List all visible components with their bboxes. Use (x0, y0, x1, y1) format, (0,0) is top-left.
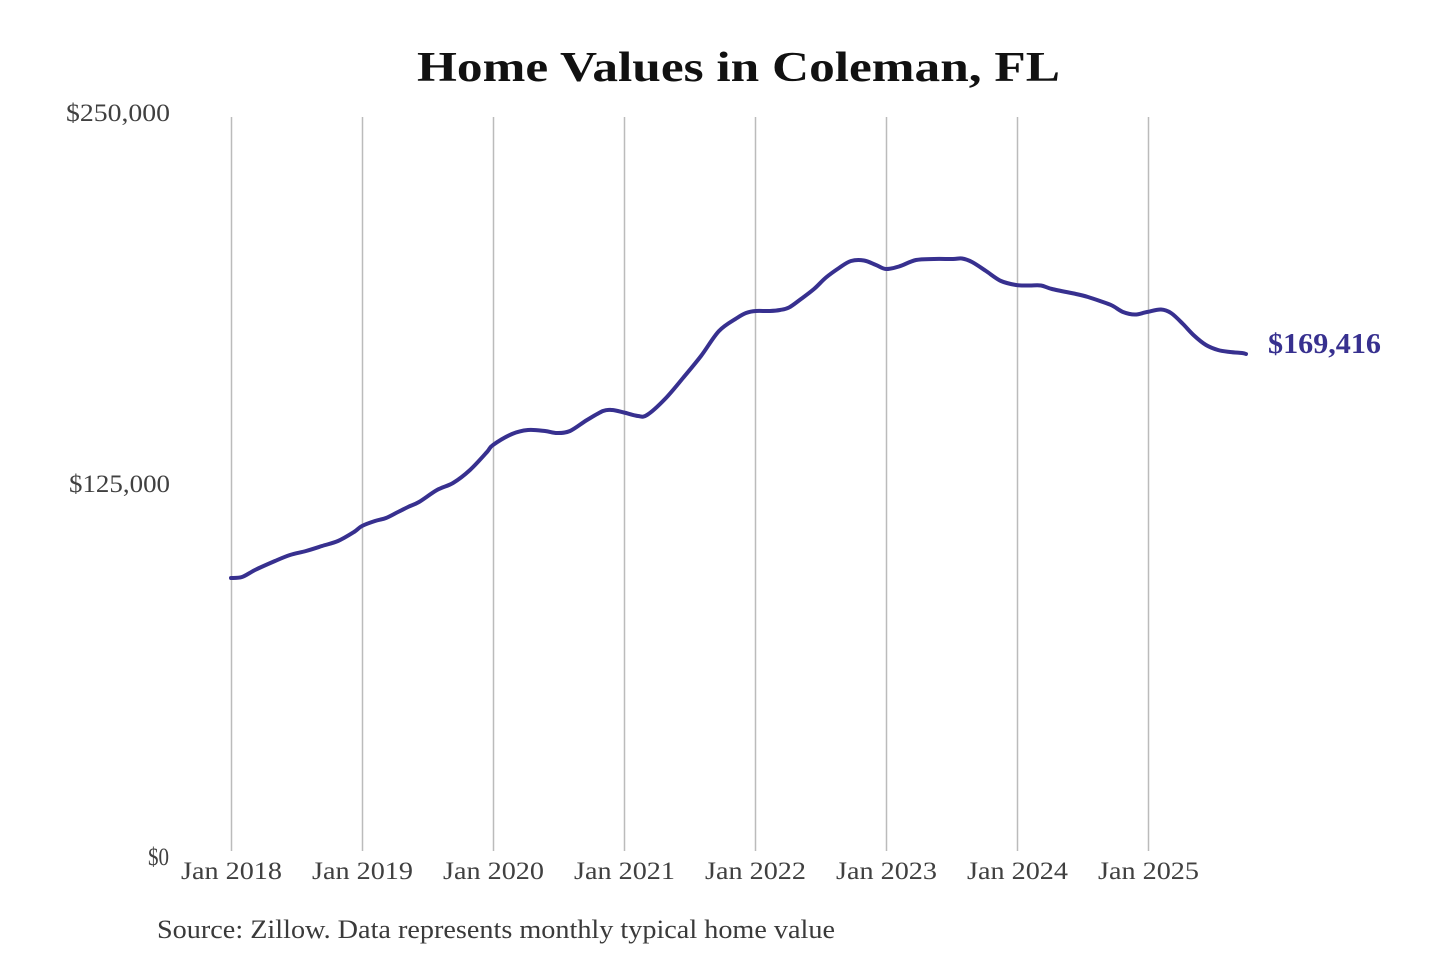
svg-text:$125,000: $125,000 (69, 471, 170, 498)
svg-text:$169,416: $169,416 (1268, 328, 1381, 360)
svg-text:$250,000: $250,000 (66, 100, 170, 127)
svg-text:Jan 2018: Jan 2018 (181, 858, 282, 885)
svg-text:Jan 2023: Jan 2023 (836, 858, 937, 885)
svg-text:Jan 2022: Jan 2022 (705, 858, 806, 885)
svg-text:Jan 2024: Jan 2024 (967, 858, 1069, 885)
svg-text:$0: $0 (148, 844, 169, 871)
svg-text:Jan 2021: Jan 2021 (574, 858, 675, 885)
svg-text:Source: Zillow. Data represent: Source: Zillow. Data represents monthly … (157, 915, 835, 944)
svg-text:Jan 2020: Jan 2020 (443, 858, 544, 885)
svg-text:Jan 2019: Jan 2019 (312, 858, 413, 885)
svg-text:Home Values in Coleman, FL: Home Values in Coleman, FL (417, 45, 1060, 91)
svg-text:Jan 2025: Jan 2025 (1098, 858, 1199, 885)
